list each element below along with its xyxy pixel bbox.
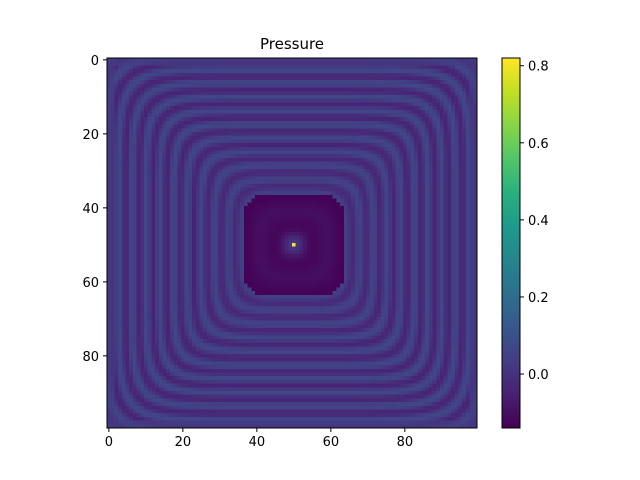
- y-tick-label: 80: [82, 350, 99, 365]
- chart-title: Pressure: [260, 35, 324, 53]
- y-tick-label: 0: [91, 54, 99, 69]
- x-tick-label: 80: [397, 435, 414, 450]
- x-axis: 0 20 40 60 80: [105, 428, 413, 450]
- x-tick-label: 0: [105, 435, 113, 450]
- y-tick-label: 60: [82, 276, 99, 291]
- colorbar: 0.0 0.2 0.4 0.6 0.8: [501, 57, 549, 429]
- colorbar-axis: 0.0 0.2 0.4 0.6 0.8: [520, 60, 549, 383]
- heatmap-area: [106, 57, 478, 429]
- plot-frame: [106, 57, 478, 429]
- colorbar-tick-label: 0.0: [528, 368, 549, 383]
- heatmap-image: [107, 58, 477, 428]
- y-tick-label: 40: [82, 202, 99, 217]
- y-axis: 0 20 40 60 80: [82, 54, 107, 365]
- colorbar-tick-label: 0.8: [528, 60, 549, 75]
- x-tick-label: 40: [249, 435, 266, 450]
- colorbar-frame: [501, 57, 521, 429]
- colorbar-tick-label: 0.4: [528, 214, 549, 229]
- x-tick-label: 60: [323, 435, 340, 450]
- x-tick-label: 20: [175, 435, 192, 450]
- colorbar-tick-label: 0.2: [528, 291, 549, 306]
- colorbar-gradient: [502, 58, 520, 428]
- y-tick-label: 20: [82, 128, 99, 143]
- colorbar-tick-label: 0.6: [528, 137, 549, 152]
